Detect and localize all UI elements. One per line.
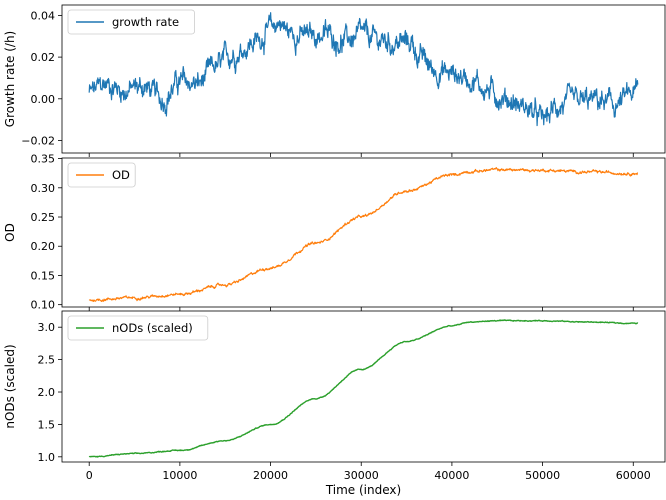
legend-label: OD — [112, 168, 130, 182]
y-tick-label: 0.15 — [31, 269, 56, 282]
y-axis-label: OD — [3, 223, 17, 242]
chart-panel-2: 0.10 0.15 0.20 0.25 0.30 0.35 OD OD — [3, 153, 666, 312]
y-tick-label: 0.04 — [31, 9, 56, 22]
axes-frame — [61, 4, 666, 154]
legend-label: nODs (scaled) — [112, 321, 193, 335]
y-tick-label: 0.30 — [31, 182, 56, 195]
legend-label: growth rate — [112, 15, 179, 29]
y-tick-label: 0.02 — [31, 51, 56, 64]
legend: OD — [67, 162, 136, 188]
y-tick-label: 2.5 — [38, 354, 56, 367]
x-tick-label: 60000 — [616, 469, 651, 482]
y-axis-label: Growth rate (/h) — [3, 31, 17, 127]
x-tick-label: 20000 — [253, 469, 288, 482]
x-tick-label: 30000 — [344, 469, 379, 482]
x-axis-label: Time (index) — [325, 483, 401, 497]
y-tick-label: 0.20 — [31, 240, 56, 253]
x-tick-label: 10000 — [162, 469, 197, 482]
y-tick-label: 1.5 — [38, 418, 56, 431]
y-tick-label: 0.10 — [31, 299, 56, 312]
series-line-nods-scaled- — [88, 319, 639, 458]
y-tick-label: 1.0 — [38, 451, 56, 464]
x-tick-label: 40000 — [434, 469, 469, 482]
y-tick-label: 0.25 — [31, 211, 56, 224]
legend: nODs (scaled) — [67, 315, 209, 341]
y-tick-label: 2.0 — [38, 386, 56, 399]
y-tick-label: −0.02 — [21, 134, 55, 147]
x-tick-label: 50000 — [525, 469, 560, 482]
axes-frame — [61, 157, 666, 308]
y-tick-label: 3.0 — [38, 321, 56, 334]
chart-panel-1: −0.02 0.00 0.02 0.04 Growth rate (/h) growth … — [3, 4, 666, 157]
y-tick-label: 0.00 — [31, 93, 56, 106]
x-tick-label: 0 — [86, 469, 93, 482]
chart-panel-3: 1.0 1.5 2.0 2.5 3.0 0 10000 20000 30000 40000 5000… — [3, 310, 666, 497]
legend-box — [67, 9, 195, 35]
series-line-growth-rate — [88, 12, 639, 127]
legend: growth rate — [67, 9, 195, 35]
y-axis-label: nODs (scaled) — [3, 344, 17, 428]
series-line-od — [88, 167, 639, 302]
legend-box — [67, 315, 209, 341]
axes-frame — [61, 310, 666, 463]
y-tick-label: 0.35 — [31, 153, 56, 166]
